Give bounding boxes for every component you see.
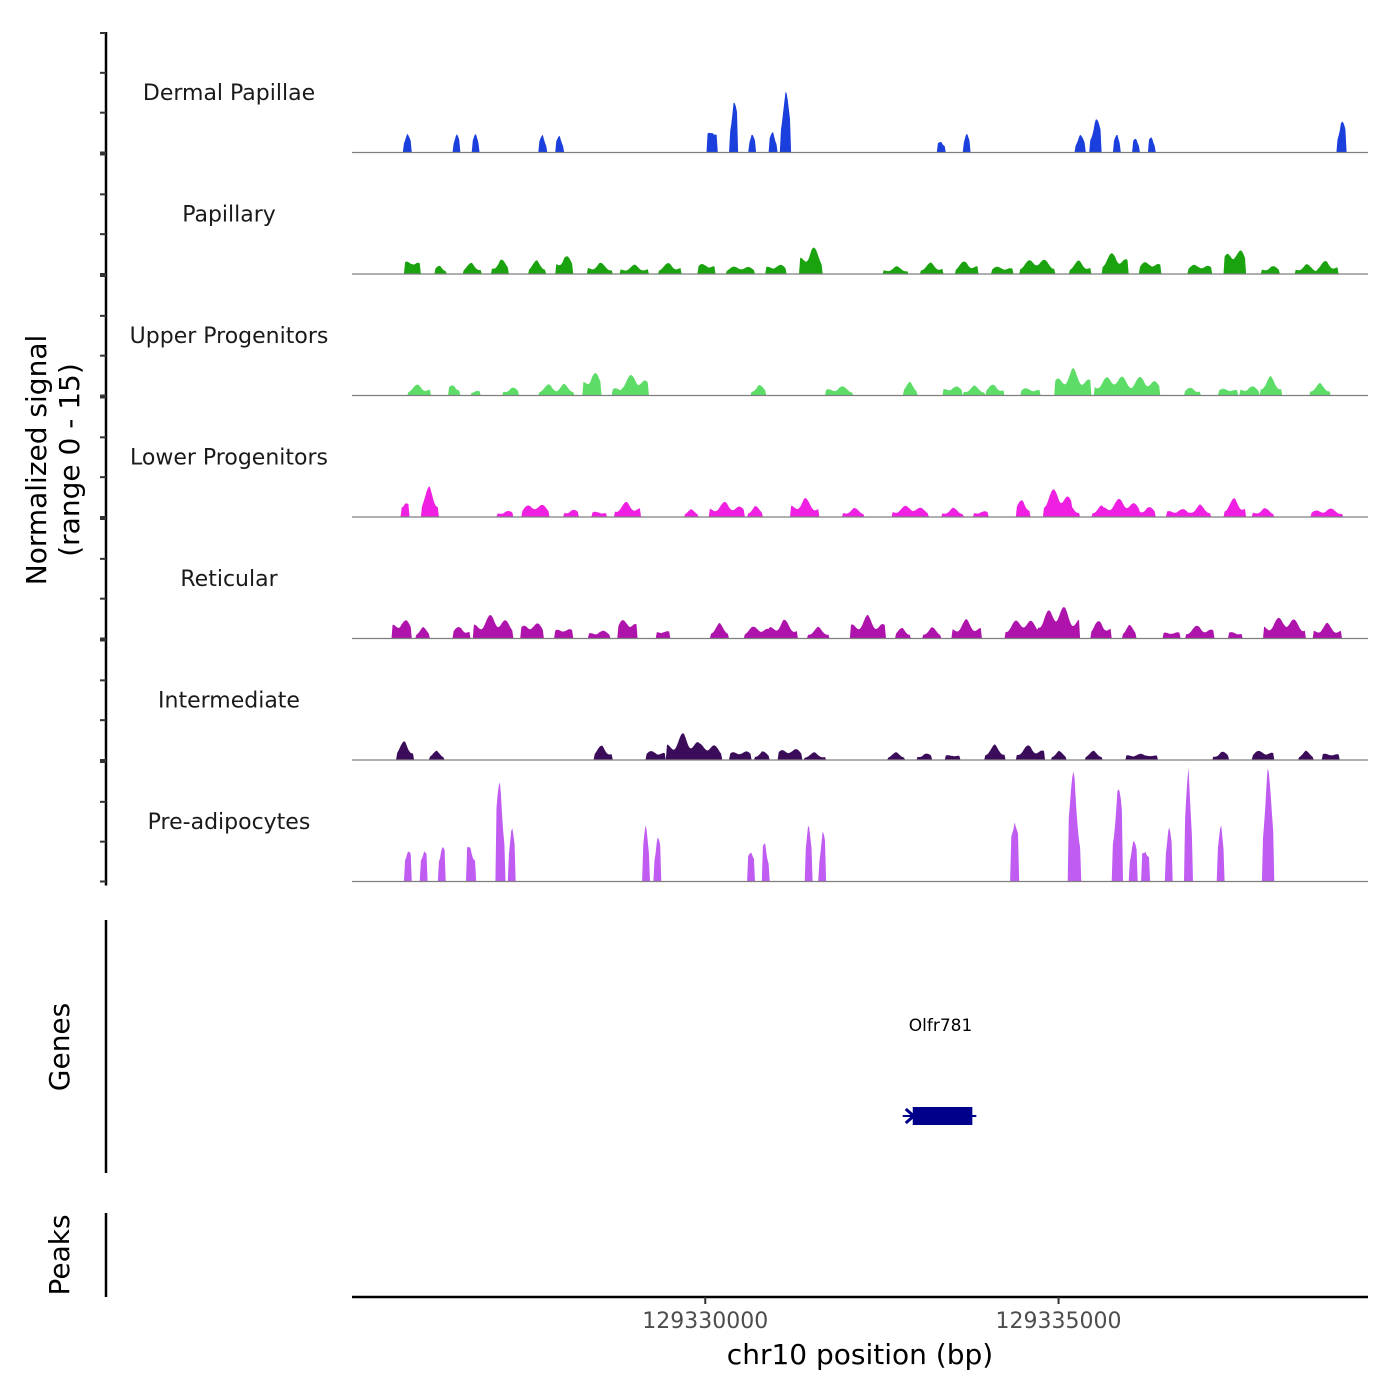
track-label: Reticular [180, 567, 278, 592]
x-axis: 129330000 129335000 [352, 1295, 1368, 1334]
left-axes [100, 32, 108, 1297]
strand-arrow [904, 1107, 917, 1125]
y-axis-title-line2: (range 0 - 15) [53, 363, 86, 557]
gene-label: Olfr781 [909, 1016, 973, 1036]
track-intermediate: Intermediate [158, 689, 1368, 761]
genes-panel-title: Genes [43, 1003, 76, 1091]
y-axis-title: Normalized signal(range 0 - 15) [20, 335, 86, 586]
signal-area [352, 733, 1368, 760]
genes-panel: Olfr781 [902, 1016, 977, 1125]
track-label: Dermal Papillae [143, 81, 315, 106]
track-upper-progenitors: Upper Progenitors [130, 324, 1368, 397]
gene-olfr781: Olfr781 [902, 1016, 977, 1125]
coverage-tracks: Dermal Papillae Papillary Upper Progenitor… [130, 81, 1368, 883]
signal-area [352, 607, 1368, 639]
signal-area [352, 368, 1368, 396]
axis-titles: chr10 position (bp) Normalized signal(ran… [20, 335, 993, 1371]
y-axis-title-line1: Normalized signal [20, 335, 53, 586]
gene-body [912, 1107, 973, 1125]
track-reticular: Reticular [180, 567, 1368, 640]
signal-area [352, 767, 1368, 882]
track-papillary: Papillary [182, 203, 1368, 275]
track-label: Pre-adipocytes [148, 810, 311, 835]
peaks-panel-title: Peaks [43, 1214, 76, 1295]
signal-area [352, 247, 1368, 274]
track-label: Upper Progenitors [130, 324, 329, 349]
x-axis-title: chr10 position (bp) [727, 1338, 993, 1371]
track-label: Papillary [182, 203, 276, 228]
track-dermal-papillae: Dermal Papillae [143, 81, 1368, 154]
track-label: Intermediate [158, 689, 300, 714]
track-label: Lower Progenitors [130, 446, 328, 471]
track-pre-adipocytes: Pre-adipocytes [148, 767, 1368, 883]
x-tick-label: 129330000 [642, 1309, 768, 1334]
signal-area [352, 91, 1368, 153]
signal-area [352, 486, 1368, 517]
x-tick-label: 129335000 [996, 1309, 1122, 1334]
track-lower-progenitors: Lower Progenitors [130, 446, 1368, 518]
